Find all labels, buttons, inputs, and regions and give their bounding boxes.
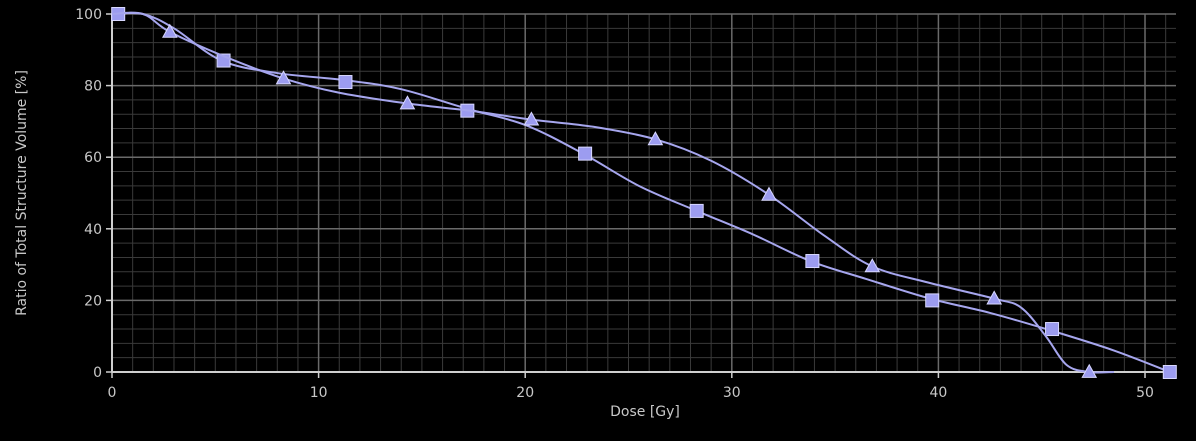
x-tick-label: 40 — [929, 385, 947, 401]
y-axis-label: Ratio of Total Structure Volume [%] — [14, 70, 30, 316]
data-point-triangle — [275, 70, 292, 85]
data-point-square — [338, 75, 353, 90]
series-triangle — [111, 11, 1115, 378]
series-line-square — [111, 11, 1171, 373]
series-layer — [111, 7, 1177, 379]
data-point-triangle — [523, 111, 540, 126]
data-point-square — [805, 254, 820, 269]
data-point-triangle — [986, 290, 1003, 305]
x-axis-label: Dose [Gy] — [610, 404, 680, 420]
x-tick-label: 20 — [516, 385, 534, 401]
tick-labels: 0 10 20 30 40 50 0 20 40 60 80 100 — [75, 7, 1154, 401]
grid — [111, 13, 1176, 373]
y-tick-label: 100 — [75, 7, 102, 23]
data-point-square — [689, 203, 704, 218]
x-tick-label: 10 — [310, 385, 328, 401]
axes — [106, 13, 1176, 378]
data-point-square — [578, 146, 593, 161]
y-tick-label: 20 — [84, 293, 102, 309]
data-point-triangle — [399, 95, 416, 110]
data-point-square — [1045, 322, 1060, 337]
data-point-square — [925, 293, 940, 308]
series-line-triangle — [111, 11, 1115, 374]
y-tick-label: 40 — [84, 222, 102, 238]
data-point-square — [1162, 365, 1177, 379]
x-tick-label: 50 — [1136, 385, 1154, 401]
y-tick-label: 80 — [84, 79, 102, 95]
data-point-triangle — [161, 23, 178, 38]
y-tick-label: 0 — [93, 365, 102, 381]
data-point-triangle — [761, 186, 777, 201]
x-tick-label: 0 — [108, 385, 117, 401]
data-point-triangle — [647, 131, 664, 146]
x-tick-label: 30 — [723, 385, 741, 401]
y-tick-label: 60 — [84, 150, 102, 166]
series-square — [111, 7, 1177, 379]
data-point-triangle — [1081, 363, 1098, 378]
data-point-triangle — [864, 258, 881, 273]
